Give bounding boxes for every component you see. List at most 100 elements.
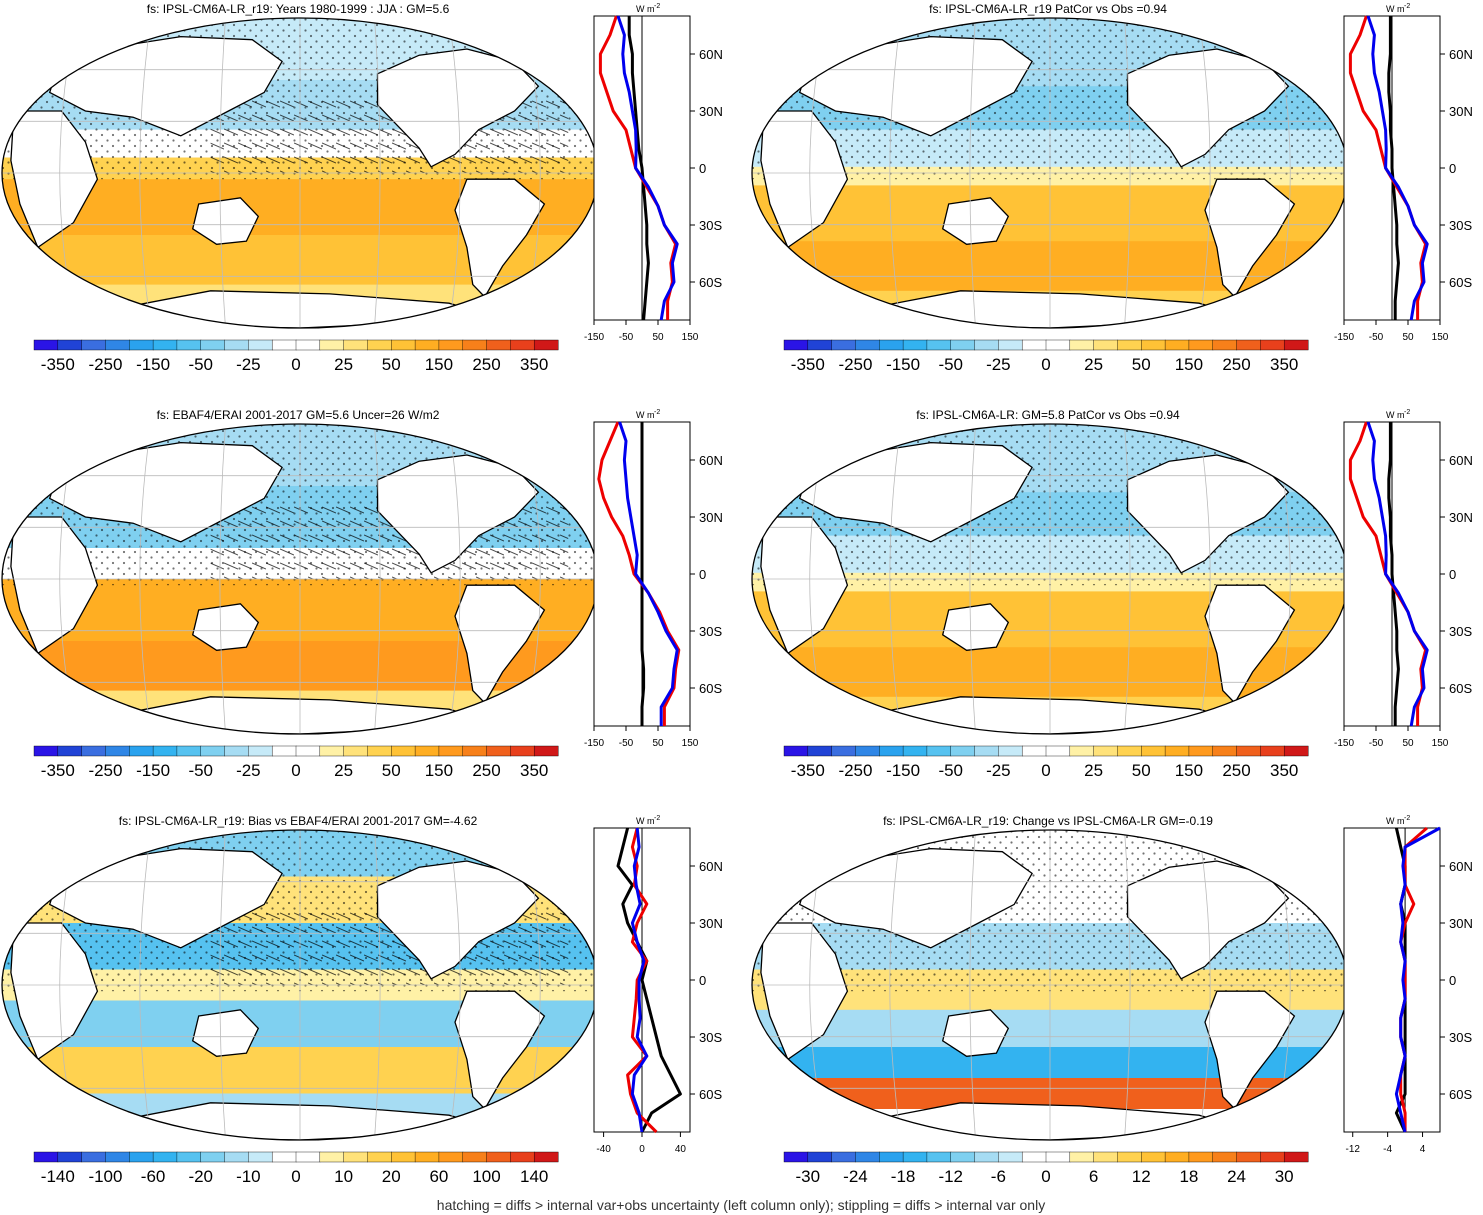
colorbar-bin bbox=[974, 745, 999, 757]
colorbar-label: -150 bbox=[136, 355, 170, 374]
colorbar-label: -150 bbox=[886, 761, 920, 780]
colorbar-label: 250 bbox=[1222, 355, 1250, 374]
colorbar-bin bbox=[343, 1151, 368, 1163]
colorbar-bin bbox=[1141, 339, 1166, 351]
y-tick-label: 30N bbox=[1449, 104, 1473, 119]
map bbox=[751, 423, 1349, 735]
x-tick-label: 150 bbox=[682, 332, 699, 343]
x-tick-label: -50 bbox=[619, 738, 634, 749]
colorbar-bin bbox=[1069, 745, 1095, 757]
colorbar-bin bbox=[510, 339, 535, 351]
zonal-series-1 bbox=[1366, 15, 1429, 321]
colorbar-bin bbox=[1212, 339, 1238, 351]
colorbar-bin bbox=[152, 745, 178, 757]
colorbar-label: 20 bbox=[382, 1167, 401, 1186]
colorbar-label: 25 bbox=[334, 761, 353, 780]
colorbar-bin bbox=[1188, 339, 1214, 351]
continent-south-america bbox=[1204, 584, 1296, 705]
colorbar-label: 150 bbox=[1175, 355, 1203, 374]
meridian bbox=[448, 18, 461, 328]
colorbar-label: 25 bbox=[1084, 355, 1103, 374]
meridian bbox=[219, 830, 226, 1140]
x-tick-label: 0 bbox=[639, 1144, 645, 1155]
continent-australia bbox=[941, 197, 1010, 245]
colorbar: -350 -250 -150 -50 -25 0 25 50 150 250 350 bbox=[783, 339, 1309, 374]
colorbar-label: -350 bbox=[41, 355, 75, 374]
colorbar-bin bbox=[176, 339, 202, 351]
colorbar-bin bbox=[105, 745, 130, 757]
zonal-series-3 bbox=[640, 422, 646, 726]
colorbar-bin bbox=[1283, 339, 1309, 351]
meridian bbox=[969, 424, 976, 734]
colorbar-label: 50 bbox=[382, 761, 401, 780]
panel-grid: fs: IPSL-CM6A-LR_r19: Years 1980-1999 : … bbox=[1, 2, 1473, 1186]
zonal-mean-plot: W m -2 60N 30N 0 30S 60S -40 0 40 bbox=[593, 815, 723, 1155]
y-tick-label: 60S bbox=[1449, 275, 1472, 290]
colorbar-bin bbox=[1164, 1151, 1190, 1163]
x-tick-label: 150 bbox=[682, 738, 699, 749]
colorbar-label: -25 bbox=[986, 761, 1011, 780]
colorbar-bin bbox=[414, 339, 440, 351]
colorbar-label: -30 bbox=[796, 1167, 821, 1186]
meridian bbox=[219, 424, 226, 734]
colorbar-label: -25 bbox=[236, 761, 261, 780]
colorbar-label: -150 bbox=[136, 761, 170, 780]
colorbar-label: 250 bbox=[472, 355, 500, 374]
colorbar-label: 0 bbox=[1041, 1167, 1050, 1186]
y-tick-label: 60N bbox=[699, 47, 723, 62]
colorbar-bin bbox=[1212, 745, 1238, 757]
colorbar-bin bbox=[486, 1151, 511, 1163]
colorbar-bin bbox=[319, 339, 345, 351]
figure-footnote: hatching = diffs > internal var+obs unce… bbox=[437, 1197, 1045, 1213]
colorbar-bin bbox=[902, 1151, 928, 1163]
units-exponent: -2 bbox=[654, 3, 660, 10]
meridian bbox=[969, 830, 976, 1140]
y-tick-label: 0 bbox=[1449, 567, 1456, 582]
colorbar-label: -12 bbox=[938, 1167, 963, 1186]
colorbar-label: 250 bbox=[1222, 761, 1250, 780]
zonal-series-1 bbox=[630, 827, 649, 1133]
colorbar-bin bbox=[807, 1151, 833, 1163]
colorbar-bin bbox=[533, 339, 559, 351]
continent-south-america bbox=[454, 178, 546, 299]
panel-title: fs: EBAF4/ERAI 2001-2017 GM=5.6 Uncer=26… bbox=[157, 408, 440, 422]
colorbar-bin bbox=[1141, 1151, 1166, 1163]
colorbar-bin bbox=[950, 339, 976, 351]
colorbar-bin bbox=[486, 745, 511, 757]
colorbar-bin bbox=[1093, 1151, 1118, 1163]
shading bbox=[2, 830, 598, 1140]
y-tick-label: 30S bbox=[1449, 624, 1472, 639]
units-label: W m bbox=[636, 816, 655, 826]
colorbar-label: 0 bbox=[291, 1167, 300, 1186]
colorbar-bin bbox=[998, 339, 1023, 351]
colorbar-bin bbox=[105, 1151, 130, 1163]
colorbar-label: -350 bbox=[791, 355, 825, 374]
x-tick-label: -150 bbox=[584, 738, 604, 749]
x-tick-label: 150 bbox=[1432, 738, 1449, 749]
meridian bbox=[969, 18, 976, 328]
colorbar-bin bbox=[1045, 1151, 1071, 1163]
meridian bbox=[374, 424, 381, 734]
x-tick-label: -150 bbox=[1334, 332, 1354, 343]
y-tick-label: 30N bbox=[1449, 510, 1473, 525]
colorbar-bin bbox=[129, 1151, 154, 1163]
colorbar-label: -50 bbox=[188, 761, 213, 780]
colorbar-label: 150 bbox=[1175, 761, 1203, 780]
panel-title: fs: IPSL-CM6A-LR_r19: Change vs IPSL-CM6… bbox=[883, 814, 1213, 828]
colorbar-bin bbox=[462, 1151, 488, 1163]
continent-australia bbox=[191, 603, 260, 651]
y-tick-label: 60N bbox=[1449, 859, 1473, 874]
meridian bbox=[889, 424, 902, 734]
colorbar-bin bbox=[462, 339, 488, 351]
colorbar-label: 350 bbox=[520, 761, 548, 780]
map bbox=[1, 423, 599, 735]
y-tick-label: 30N bbox=[699, 510, 723, 525]
colorbar-bin bbox=[926, 1151, 952, 1163]
colorbar-bin bbox=[1260, 1151, 1285, 1163]
colorbar-label: 0 bbox=[1041, 761, 1050, 780]
colorbar-bin bbox=[950, 1151, 976, 1163]
colorbar-bin bbox=[1117, 1151, 1142, 1163]
meridian bbox=[139, 424, 152, 734]
zonal-series-3 bbox=[1387, 422, 1400, 726]
